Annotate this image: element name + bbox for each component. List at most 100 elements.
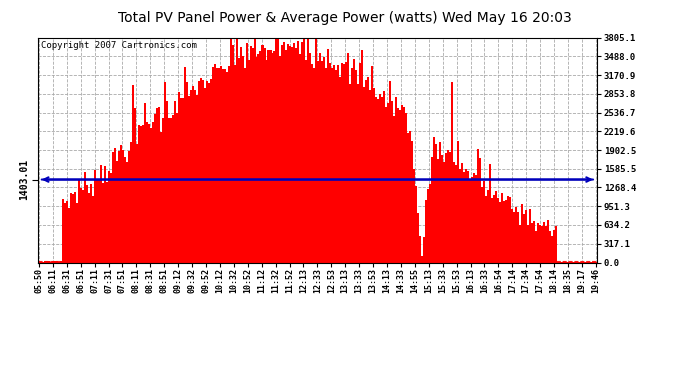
- Bar: [351, 68, 353, 262]
- Bar: [317, 61, 319, 262]
- Bar: [382, 97, 383, 262]
- Bar: [439, 142, 441, 262]
- Bar: [553, 230, 555, 262]
- Bar: [172, 115, 174, 262]
- Bar: [391, 101, 393, 262]
- Bar: [505, 200, 507, 262]
- Bar: [110, 173, 112, 262]
- Bar: [106, 182, 108, 262]
- Bar: [299, 54, 302, 262]
- Bar: [235, 19, 237, 262]
- Bar: [521, 204, 523, 262]
- Bar: [54, 261, 56, 262]
- Bar: [277, 21, 279, 262]
- Bar: [120, 145, 122, 262]
- Bar: [395, 97, 397, 262]
- Bar: [485, 196, 487, 262]
- Bar: [197, 81, 199, 262]
- Bar: [255, 57, 257, 262]
- Bar: [146, 122, 148, 262]
- Bar: [447, 150, 449, 262]
- Bar: [70, 193, 72, 262]
- Bar: [62, 199, 64, 262]
- Bar: [385, 106, 387, 262]
- Bar: [295, 48, 297, 262]
- Bar: [244, 68, 246, 262]
- Bar: [214, 64, 215, 262]
- Bar: [501, 193, 503, 262]
- Bar: [92, 196, 94, 262]
- Bar: [150, 128, 152, 262]
- Bar: [449, 152, 451, 262]
- Bar: [541, 226, 543, 262]
- Bar: [46, 261, 48, 262]
- Bar: [344, 64, 346, 262]
- Bar: [40, 261, 42, 262]
- Bar: [535, 231, 537, 262]
- Bar: [232, 45, 234, 262]
- Bar: [208, 83, 210, 262]
- Bar: [138, 125, 140, 262]
- Bar: [311, 63, 313, 262]
- Bar: [465, 169, 467, 262]
- Bar: [196, 96, 197, 262]
- Bar: [66, 201, 68, 262]
- Bar: [511, 209, 513, 262]
- Bar: [345, 62, 347, 262]
- Bar: [248, 60, 250, 262]
- Bar: [262, 45, 264, 262]
- Bar: [282, 45, 284, 262]
- Bar: [186, 82, 188, 262]
- Bar: [154, 114, 156, 262]
- Bar: [531, 223, 533, 262]
- Bar: [349, 84, 351, 262]
- Bar: [427, 189, 429, 262]
- Bar: [425, 200, 427, 262]
- Bar: [215, 68, 217, 262]
- Bar: [331, 68, 333, 262]
- Bar: [441, 154, 443, 262]
- Bar: [315, 34, 317, 262]
- Bar: [48, 261, 50, 262]
- Bar: [233, 65, 235, 262]
- Bar: [253, 21, 255, 262]
- Bar: [493, 195, 495, 262]
- Bar: [555, 226, 557, 262]
- Bar: [96, 179, 98, 262]
- Bar: [324, 57, 326, 262]
- Bar: [491, 198, 493, 262]
- Bar: [489, 164, 491, 262]
- Bar: [239, 48, 241, 262]
- Bar: [369, 90, 371, 262]
- Bar: [377, 99, 380, 262]
- Bar: [309, 53, 311, 262]
- Bar: [68, 208, 70, 262]
- Bar: [302, 42, 304, 262]
- Bar: [423, 237, 425, 262]
- Bar: [174, 102, 176, 262]
- Bar: [551, 236, 553, 262]
- Bar: [275, 38, 277, 262]
- Bar: [304, 9, 306, 262]
- Bar: [403, 107, 405, 262]
- Bar: [170, 118, 172, 262]
- Bar: [389, 81, 391, 262]
- Bar: [112, 152, 114, 262]
- Bar: [483, 181, 485, 262]
- Bar: [459, 169, 461, 262]
- Bar: [429, 184, 431, 262]
- Bar: [513, 212, 515, 262]
- Bar: [148, 124, 150, 262]
- Bar: [337, 65, 339, 262]
- Bar: [415, 186, 417, 262]
- Bar: [347, 53, 349, 262]
- Bar: [445, 153, 447, 262]
- Bar: [190, 90, 192, 262]
- Bar: [527, 225, 529, 262]
- Bar: [421, 256, 423, 262]
- Bar: [357, 84, 359, 262]
- Bar: [437, 159, 439, 262]
- Bar: [268, 50, 270, 262]
- Bar: [365, 80, 367, 262]
- Bar: [158, 107, 159, 262]
